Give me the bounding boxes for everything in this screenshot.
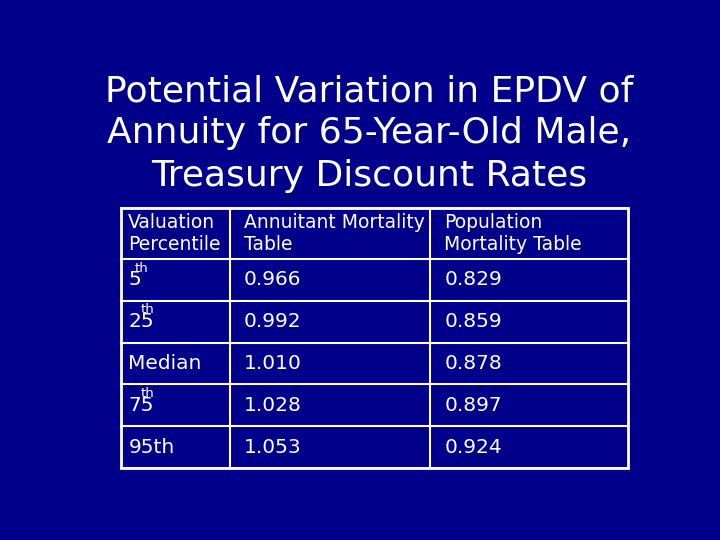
Bar bbox=[121, 208, 629, 468]
Text: 1.028: 1.028 bbox=[244, 396, 302, 415]
Text: 0.924: 0.924 bbox=[444, 438, 502, 457]
Text: 95th: 95th bbox=[128, 438, 174, 457]
Text: 0.992: 0.992 bbox=[244, 312, 302, 331]
Text: 5: 5 bbox=[128, 271, 141, 289]
Text: th: th bbox=[135, 262, 148, 275]
Text: 1.010: 1.010 bbox=[244, 354, 302, 373]
Text: Median: Median bbox=[128, 354, 202, 373]
Text: 0.878: 0.878 bbox=[444, 354, 502, 373]
Text: th: th bbox=[140, 303, 154, 316]
Text: 0.859: 0.859 bbox=[444, 312, 502, 331]
Text: Annuitant Mortality
Table: Annuitant Mortality Table bbox=[244, 213, 425, 254]
Text: 0.897: 0.897 bbox=[444, 396, 502, 415]
Text: 75: 75 bbox=[128, 396, 154, 415]
Text: Potential Variation in EPDV of
Annuity for 65-Year-Old Male,
Treasury Discount R: Potential Variation in EPDV of Annuity f… bbox=[105, 75, 633, 192]
Text: 0.829: 0.829 bbox=[444, 271, 502, 289]
Text: 25: 25 bbox=[128, 312, 154, 331]
Text: 0.966: 0.966 bbox=[244, 271, 302, 289]
Text: th: th bbox=[140, 387, 154, 400]
Text: 1.053: 1.053 bbox=[244, 438, 302, 457]
Text: Population
Mortality Table: Population Mortality Table bbox=[444, 213, 582, 254]
Text: Valuation
Percentile: Valuation Percentile bbox=[128, 213, 221, 254]
